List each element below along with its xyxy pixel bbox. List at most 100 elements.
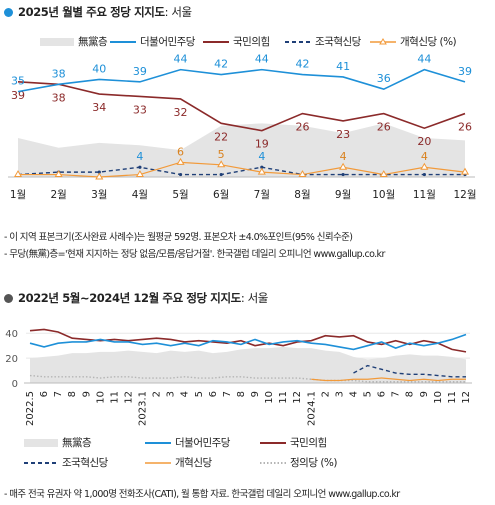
x-tick-label: 8 bbox=[67, 391, 78, 397]
data-label-dem: 39 bbox=[458, 65, 472, 78]
x-tick-label: 1월 bbox=[10, 189, 26, 201]
data-label-ppp: 38 bbox=[52, 91, 66, 104]
series-line-rebuild bbox=[353, 364, 466, 378]
chart2-note: - 매주 전국 유권자 약 1,000명 전화조사(CATI), 월 통합 자료… bbox=[4, 489, 400, 500]
chart1-note-2: - 무당(無黨)층='현재 지지하는 정당 없음/모름/응답거절'. 한국갤럽 … bbox=[4, 249, 385, 260]
data-label-reform: 4 bbox=[421, 150, 428, 163]
data-label-ppp: 39 bbox=[11, 89, 25, 102]
data-label-ppp: 22 bbox=[214, 130, 228, 143]
legend-label: 개혁신당 (%) bbox=[400, 36, 457, 48]
legend-swatch-ppp bbox=[203, 40, 229, 43]
x-tick-label: 11 bbox=[447, 391, 458, 404]
data-label-ppp: 23 bbox=[336, 128, 350, 141]
data-label-ppp: 20 bbox=[417, 135, 431, 148]
legend-none: 無黨층 bbox=[40, 34, 108, 49]
data-label-dem: 40 bbox=[92, 62, 106, 75]
x-tick-label: 9 bbox=[250, 391, 261, 397]
x-tick-label: 2 bbox=[320, 391, 331, 397]
x-tick-label: 2022.5 bbox=[25, 391, 36, 426]
data-label-ppp: 33 bbox=[133, 103, 147, 116]
data-label-dem: 35 bbox=[11, 75, 25, 88]
series-line-reform bbox=[18, 161, 466, 178]
legend-rebuild: 조국혁신당 bbox=[285, 34, 361, 49]
data-label-dem: 44 bbox=[255, 53, 269, 66]
data-label-reform: 4 bbox=[340, 150, 347, 163]
legend-label: 더불어민주당 bbox=[140, 36, 195, 48]
x-tick-label: 10 bbox=[433, 391, 444, 404]
chart1-region: : 서울 bbox=[164, 5, 192, 19]
x-tick-label: 7 bbox=[53, 391, 64, 397]
area-no-party bbox=[30, 346, 466, 383]
x-tick-label: 9 bbox=[81, 391, 92, 397]
x-tick-label: 10 bbox=[95, 391, 106, 404]
point-reform bbox=[460, 167, 470, 175]
point-reform bbox=[54, 170, 63, 178]
x-tick-label: 2 bbox=[152, 391, 163, 397]
point-reform bbox=[217, 160, 226, 168]
x-tick-label: 11 bbox=[109, 391, 120, 404]
chart1-note-1: - 이 지역 표본크기(조사완료 사례수)는 월평균 592명. 표본오차 ±4… bbox=[4, 232, 353, 243]
legend-label: 개혁신당 bbox=[175, 457, 212, 469]
legend-swatch-justice bbox=[260, 461, 286, 464]
data-label-reform: 5 bbox=[218, 148, 225, 161]
x-tick-label: 12 bbox=[123, 391, 134, 404]
x-tick-label: 5 bbox=[194, 391, 205, 397]
x-tick-label: 2023.1 bbox=[138, 391, 149, 426]
legend-swatch-rebuild bbox=[285, 40, 311, 43]
legend-ppp: 국민의힘 bbox=[260, 435, 327, 450]
data-label-rebuild: 4 bbox=[258, 150, 265, 163]
data-label-dem: 39 bbox=[133, 65, 147, 78]
x-tick-label: 5월 bbox=[172, 189, 188, 201]
x-tick-label: 3 bbox=[334, 391, 345, 397]
legend-swatch-reform bbox=[370, 37, 396, 44]
title-dot-icon bbox=[4, 8, 13, 17]
chart2-region: : 서울 bbox=[240, 291, 268, 305]
data-label-ppp: 26 bbox=[295, 121, 309, 134]
data-label-dem: 42 bbox=[295, 58, 309, 71]
legend-label: 정의당 (%) bbox=[290, 457, 338, 469]
legend-label: 국민의힘 bbox=[233, 36, 270, 48]
point-reform bbox=[176, 157, 185, 165]
point-reform bbox=[298, 170, 307, 178]
legend-none: 無黨층 bbox=[24, 435, 92, 450]
data-label-reform: 6 bbox=[177, 145, 184, 158]
legend-swatch-none bbox=[40, 37, 74, 46]
x-tick-label: 9 bbox=[419, 391, 430, 397]
legend-label: 조국혁신당 bbox=[62, 457, 108, 469]
legend-dem: 더불어민주당 bbox=[110, 34, 195, 49]
x-tick-label: 6월 bbox=[213, 189, 229, 201]
data-label-ppp: 34 bbox=[92, 101, 106, 114]
legend-swatch-rebuild bbox=[24, 461, 58, 464]
y-tick-label: 20 bbox=[5, 354, 18, 365]
x-tick-label: 10 bbox=[264, 391, 275, 404]
legend-reform: 개혁신당 (%) bbox=[370, 34, 457, 49]
x-tick-label: 2024.1 bbox=[306, 391, 317, 426]
data-label-dem: 41 bbox=[336, 60, 350, 73]
data-label-ppp: 19 bbox=[255, 138, 269, 151]
x-tick-label: 8 bbox=[236, 391, 247, 397]
x-tick-label: 4 bbox=[348, 391, 359, 397]
data-label-ppp: 26 bbox=[458, 121, 472, 134]
x-tick-label: 9월 bbox=[335, 189, 351, 201]
point-rebuild bbox=[97, 170, 101, 174]
data-label-dem: 38 bbox=[52, 67, 66, 80]
y-tick-label: 0 bbox=[12, 379, 18, 390]
x-tick-label: 3월 bbox=[91, 189, 107, 201]
data-label-dem: 36 bbox=[377, 72, 391, 85]
x-tick-label: 6 bbox=[377, 391, 388, 397]
point-rebuild bbox=[219, 172, 223, 177]
legend-label: 無黨층 bbox=[62, 437, 92, 449]
x-tick-label: 11월 bbox=[413, 189, 436, 201]
legend-reform: 개혁신당 bbox=[145, 455, 212, 470]
legend-swatch-reform bbox=[145, 461, 171, 464]
legend-swatch-dem bbox=[145, 441, 171, 444]
series-line-dem bbox=[29, 333, 467, 351]
point-rebuild bbox=[341, 172, 345, 177]
x-tick-label: 4월 bbox=[132, 189, 148, 201]
x-tick-label: 6 bbox=[208, 391, 219, 397]
legend-swatch-dem bbox=[110, 40, 136, 43]
x-tick-label: 3 bbox=[166, 391, 177, 397]
data-label-ppp: 32 bbox=[174, 106, 188, 119]
chart2-title: 2022년 5월~2024년 12월 주요 정당 지지도: 서울 bbox=[4, 290, 268, 306]
